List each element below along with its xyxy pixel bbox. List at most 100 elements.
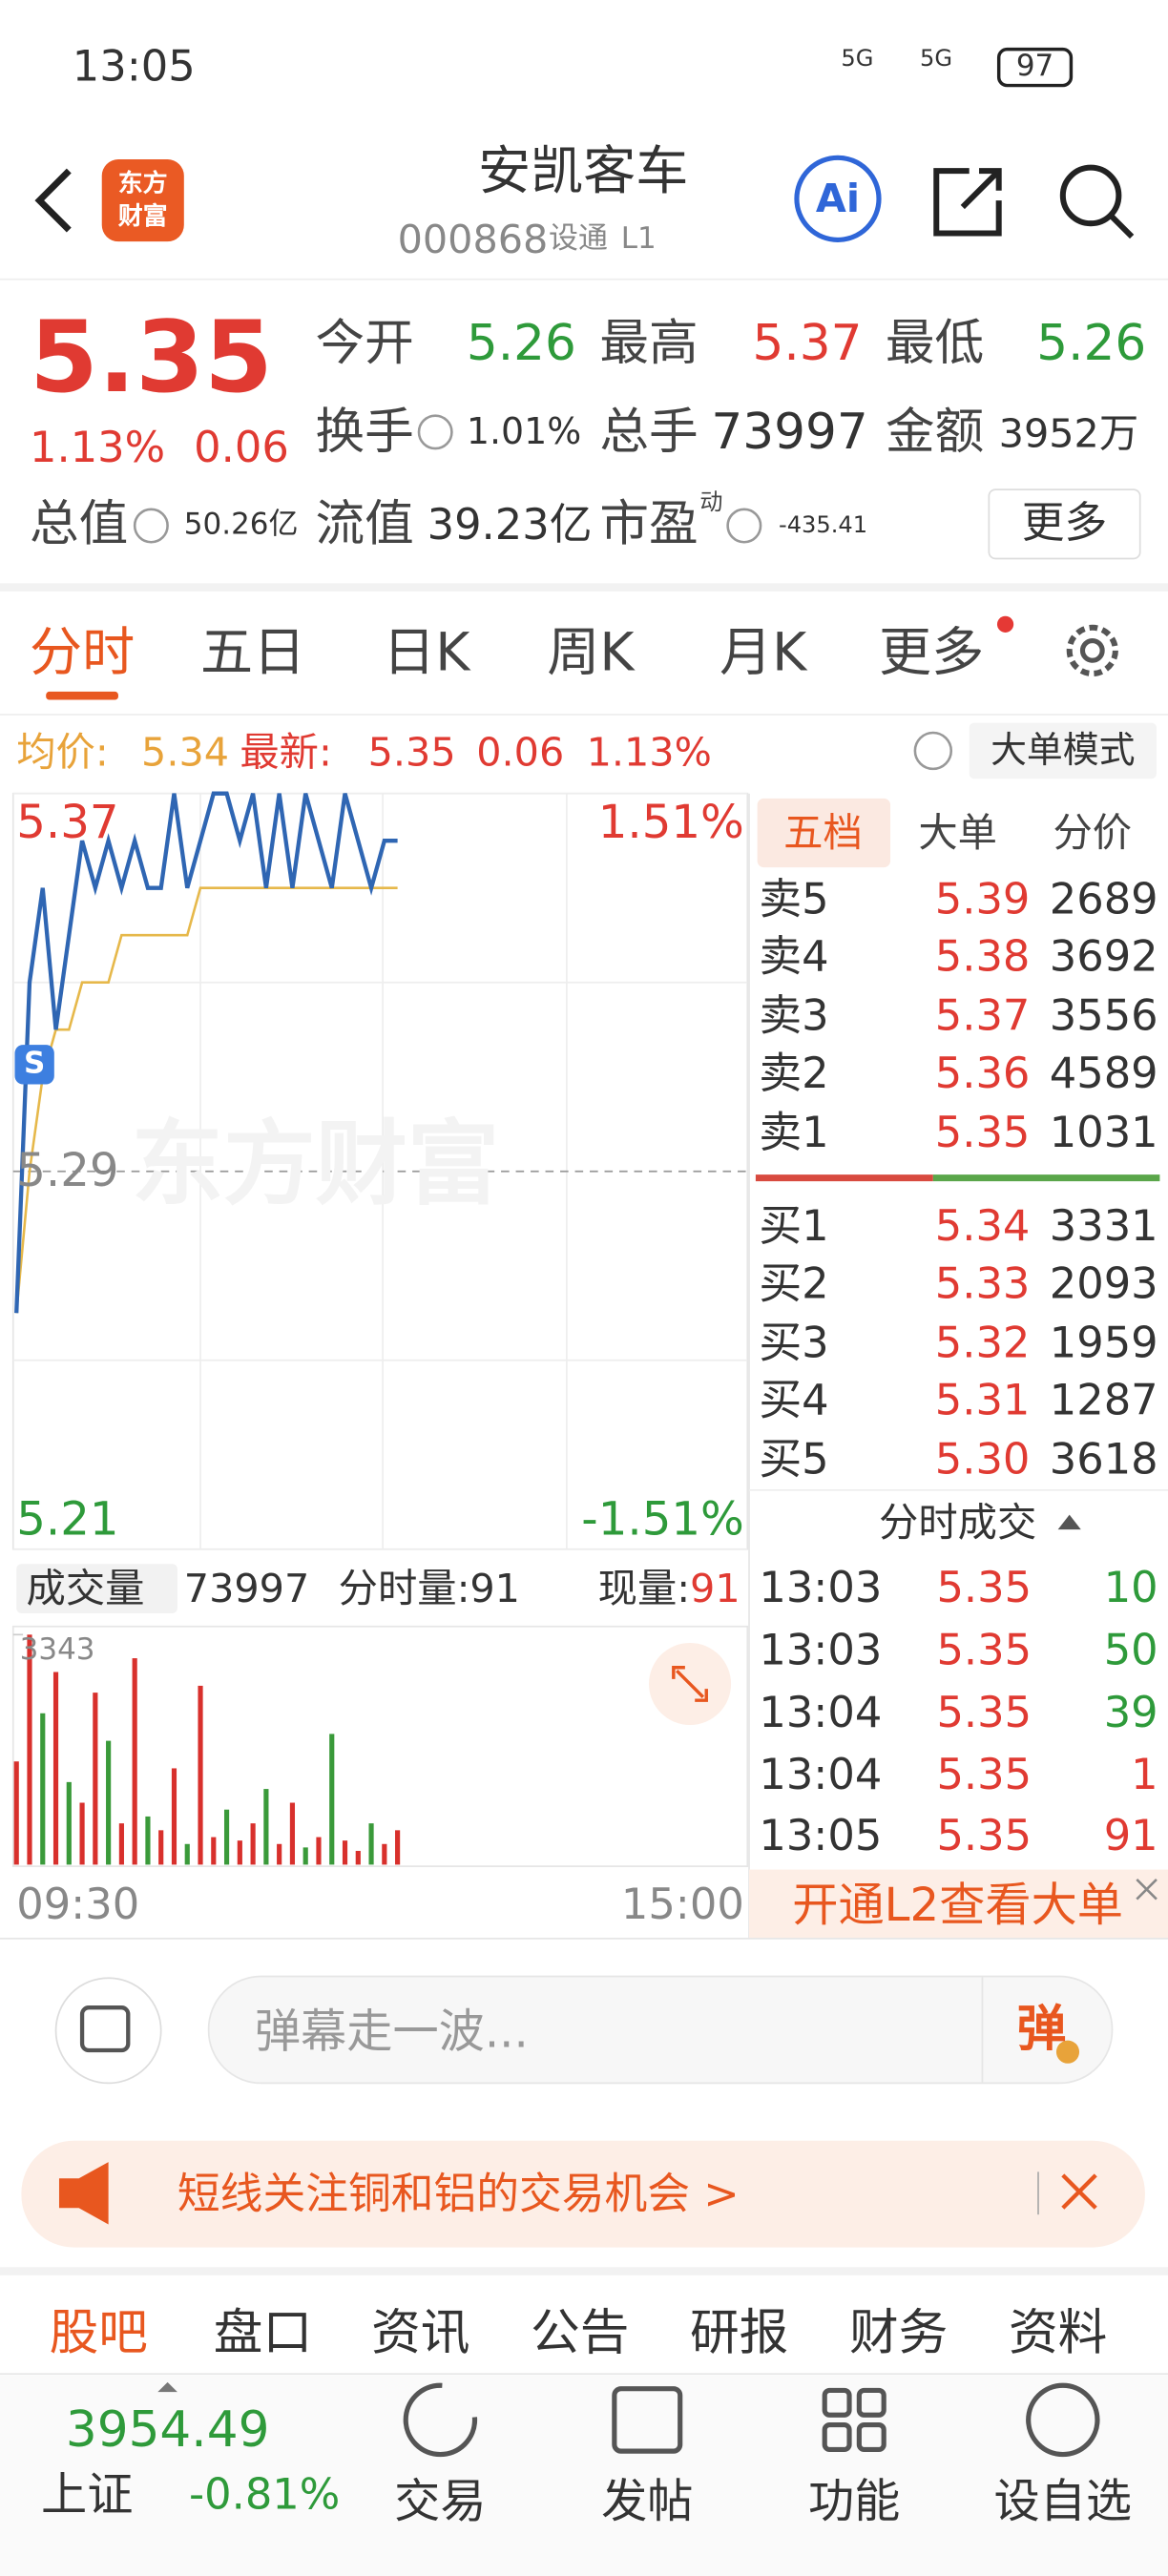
- nav-item[interactable]: 发帖: [601, 2474, 694, 2529]
- stock-code: 000868: [397, 217, 549, 263]
- book-price: 5.35: [934, 1109, 1031, 1158]
- trades-title[interactable]: 分时成交: [879, 1500, 1037, 1547]
- volume-bar: [184, 1843, 190, 1865]
- danmu-settings[interactable]: [54, 1977, 162, 2085]
- tab-bg[interactable]: [757, 798, 891, 868]
- book-tab[interactable]: 分价: [1053, 809, 1133, 857]
- volume-bar: [316, 1837, 322, 1865]
- trade-icon[interactable]: [403, 2382, 478, 2458]
- volume-bar: [132, 1658, 137, 1865]
- back-icon[interactable]: [34, 168, 72, 233]
- book-label: 买1: [759, 1202, 829, 1253]
- notice-text[interactable]: 短线关注铜和铝的交易机会 >: [177, 2170, 740, 2220]
- mode-button[interactable]: [969, 722, 1157, 779]
- volume-selector[interactable]: [16, 1564, 177, 1613]
- trade-volume: 1: [1131, 1751, 1158, 1801]
- trade-time: 13:04: [759, 1689, 883, 1738]
- book-price: 5.34: [934, 1202, 1031, 1253]
- tab[interactable]: 日K: [383, 620, 470, 684]
- latest-label: 最新:: [240, 729, 332, 776]
- danmu-button[interactable]: 弹: [1016, 2001, 1067, 2059]
- trade-price: 5.35: [936, 1626, 1032, 1676]
- volume-bar: [289, 1802, 296, 1865]
- nav-item[interactable]: 设自选: [993, 2474, 1133, 2529]
- change: 0.06: [194, 424, 289, 473]
- l2-banner[interactable]: [749, 1869, 1168, 1939]
- bottom-tab[interactable]: 资讯: [371, 2304, 470, 2363]
- func-icon[interactable]: [822, 2387, 852, 2418]
- mode-button[interactable]: 大单模式: [991, 731, 1136, 773]
- tab[interactable]: 更多: [879, 620, 985, 684]
- search-icon[interactable]: [1059, 164, 1122, 227]
- nav-item[interactable]: 功能: [807, 2474, 901, 2529]
- volume-bar: [395, 1830, 401, 1865]
- volume-bar: [329, 1734, 335, 1865]
- ai-button[interactable]: Ai: [815, 176, 861, 222]
- pct-label: 1.51%: [597, 795, 744, 850]
- bottom-tab[interactable]: 资料: [1009, 2304, 1108, 2363]
- book-tab[interactable]: 大单: [918, 809, 997, 857]
- level-tag: L1: [620, 221, 657, 257]
- tab[interactable]: 周K: [547, 620, 635, 684]
- field-label: 最高: [599, 315, 699, 373]
- x-tick-label: 15:00: [620, 1880, 744, 1931]
- book-tab[interactable]: 五档: [783, 809, 863, 857]
- more-button[interactable]: [988, 488, 1141, 560]
- latest-change: 0.06: [476, 729, 565, 776]
- bottom-tab[interactable]: 财务: [849, 2304, 949, 2363]
- help-icon[interactable]: [913, 731, 953, 771]
- field-label: 金额: [885, 404, 985, 462]
- danmu-input[interactable]: [207, 1975, 1114, 2085]
- info-icon[interactable]: [133, 508, 169, 544]
- bottom-tab[interactable]: 股吧: [49, 2304, 148, 2363]
- settings-icon[interactable]: [1066, 624, 1118, 677]
- trade-price: 5.35: [936, 1689, 1032, 1738]
- app-logo[interactable]: [101, 159, 184, 242]
- l2-banner-text[interactable]: 开通L2查看大单: [792, 1878, 1124, 1933]
- book-label: 卖1: [759, 1109, 829, 1158]
- avg-line: [14, 886, 398, 1314]
- volume-label[interactable]: 成交量: [26, 1566, 145, 1612]
- share-icon[interactable]: [933, 168, 1002, 237]
- close-icon[interactable]: [1136, 1878, 1158, 1901]
- info-icon[interactable]: [417, 414, 453, 450]
- tab[interactable]: 月K: [720, 620, 807, 684]
- tag: 设通: [548, 221, 608, 257]
- field-value: 73997: [711, 404, 868, 462]
- danmu-placeholder[interactable]: 弹幕走一波...: [254, 2004, 529, 2059]
- bottom-tab[interactable]: 盘口: [213, 2304, 313, 2363]
- watch-icon[interactable]: [1026, 2382, 1100, 2458]
- book-price: 5.38: [934, 933, 1031, 983]
- tab[interactable]: 五日: [200, 620, 306, 684]
- battery-level: 97: [1015, 49, 1054, 84]
- book-price: 5.33: [934, 1259, 1031, 1310]
- nav-item[interactable]: 交易: [394, 2474, 487, 2529]
- notice-bar[interactable]: [21, 2140, 1145, 2248]
- trade-volume: 39: [1103, 1689, 1158, 1738]
- ai-icon[interactable]: [794, 155, 882, 242]
- bottom-tab[interactable]: 公告: [531, 2304, 630, 2363]
- separator: [0, 2267, 1168, 2275]
- book-price: 5.36: [934, 1049, 1031, 1099]
- index-value[interactable]: 3954.49: [65, 2401, 270, 2460]
- more-button[interactable]: 更多: [1021, 499, 1108, 550]
- volume-bar: [382, 1843, 387, 1865]
- post-icon[interactable]: [612, 2386, 683, 2454]
- info-icon[interactable]: [726, 508, 762, 544]
- volume-bar: [355, 1850, 361, 1865]
- book-price: 5.32: [934, 1319, 1031, 1369]
- volume-bar: [40, 1713, 46, 1865]
- tab[interactable]: 分时: [29, 620, 136, 684]
- volume-total: 73997: [183, 1566, 310, 1612]
- book-label: 买5: [759, 1435, 829, 1485]
- price-line: [14, 791, 398, 1314]
- close-icon[interactable]: [1061, 2173, 1097, 2210]
- y-tick-label: 5.37: [16, 795, 119, 850]
- func-icon: [856, 2422, 886, 2452]
- bottom-tab[interactable]: 研报: [690, 2304, 789, 2363]
- volume-tick-label: 3343: [19, 1632, 95, 1668]
- volume-frame: [11, 1625, 749, 1867]
- latest-change-pct: 1.13%: [586, 729, 712, 776]
- trade-time: 13:03: [759, 1564, 883, 1613]
